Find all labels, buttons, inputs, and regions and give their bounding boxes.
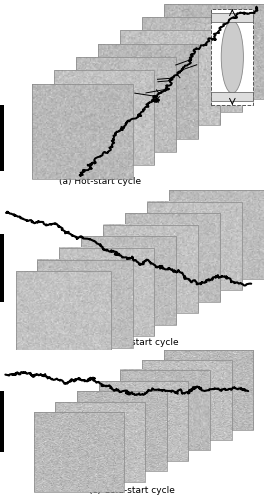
Bar — [37, 260, 133, 348]
Bar — [32, 84, 133, 178]
Bar — [59, 248, 154, 336]
Bar — [169, 190, 264, 278]
Text: (a) Hot-start cycle: (a) Hot-start cycle — [59, 177, 142, 186]
Bar — [55, 402, 145, 481]
Bar — [77, 391, 167, 471]
Bar — [103, 225, 198, 314]
Bar — [16, 271, 111, 360]
Bar — [164, 350, 253, 430]
Bar — [0, 234, 4, 302]
Bar — [125, 214, 220, 302]
Bar — [0, 104, 4, 171]
Bar — [81, 236, 176, 325]
Bar — [76, 57, 176, 152]
Bar — [120, 370, 210, 450]
Bar — [164, 4, 264, 99]
Bar — [99, 381, 188, 461]
Bar — [142, 360, 232, 440]
Bar — [147, 202, 242, 290]
Text: (c) Cold-start cycle: (c) Cold-start cycle — [89, 486, 175, 495]
Bar — [120, 30, 220, 126]
Bar — [0, 391, 4, 452]
Text: (b) Warm-start cycle: (b) Warm-start cycle — [86, 338, 178, 346]
Bar — [34, 412, 124, 492]
Bar — [142, 17, 242, 112]
Bar — [54, 70, 154, 166]
Bar — [98, 44, 198, 138]
